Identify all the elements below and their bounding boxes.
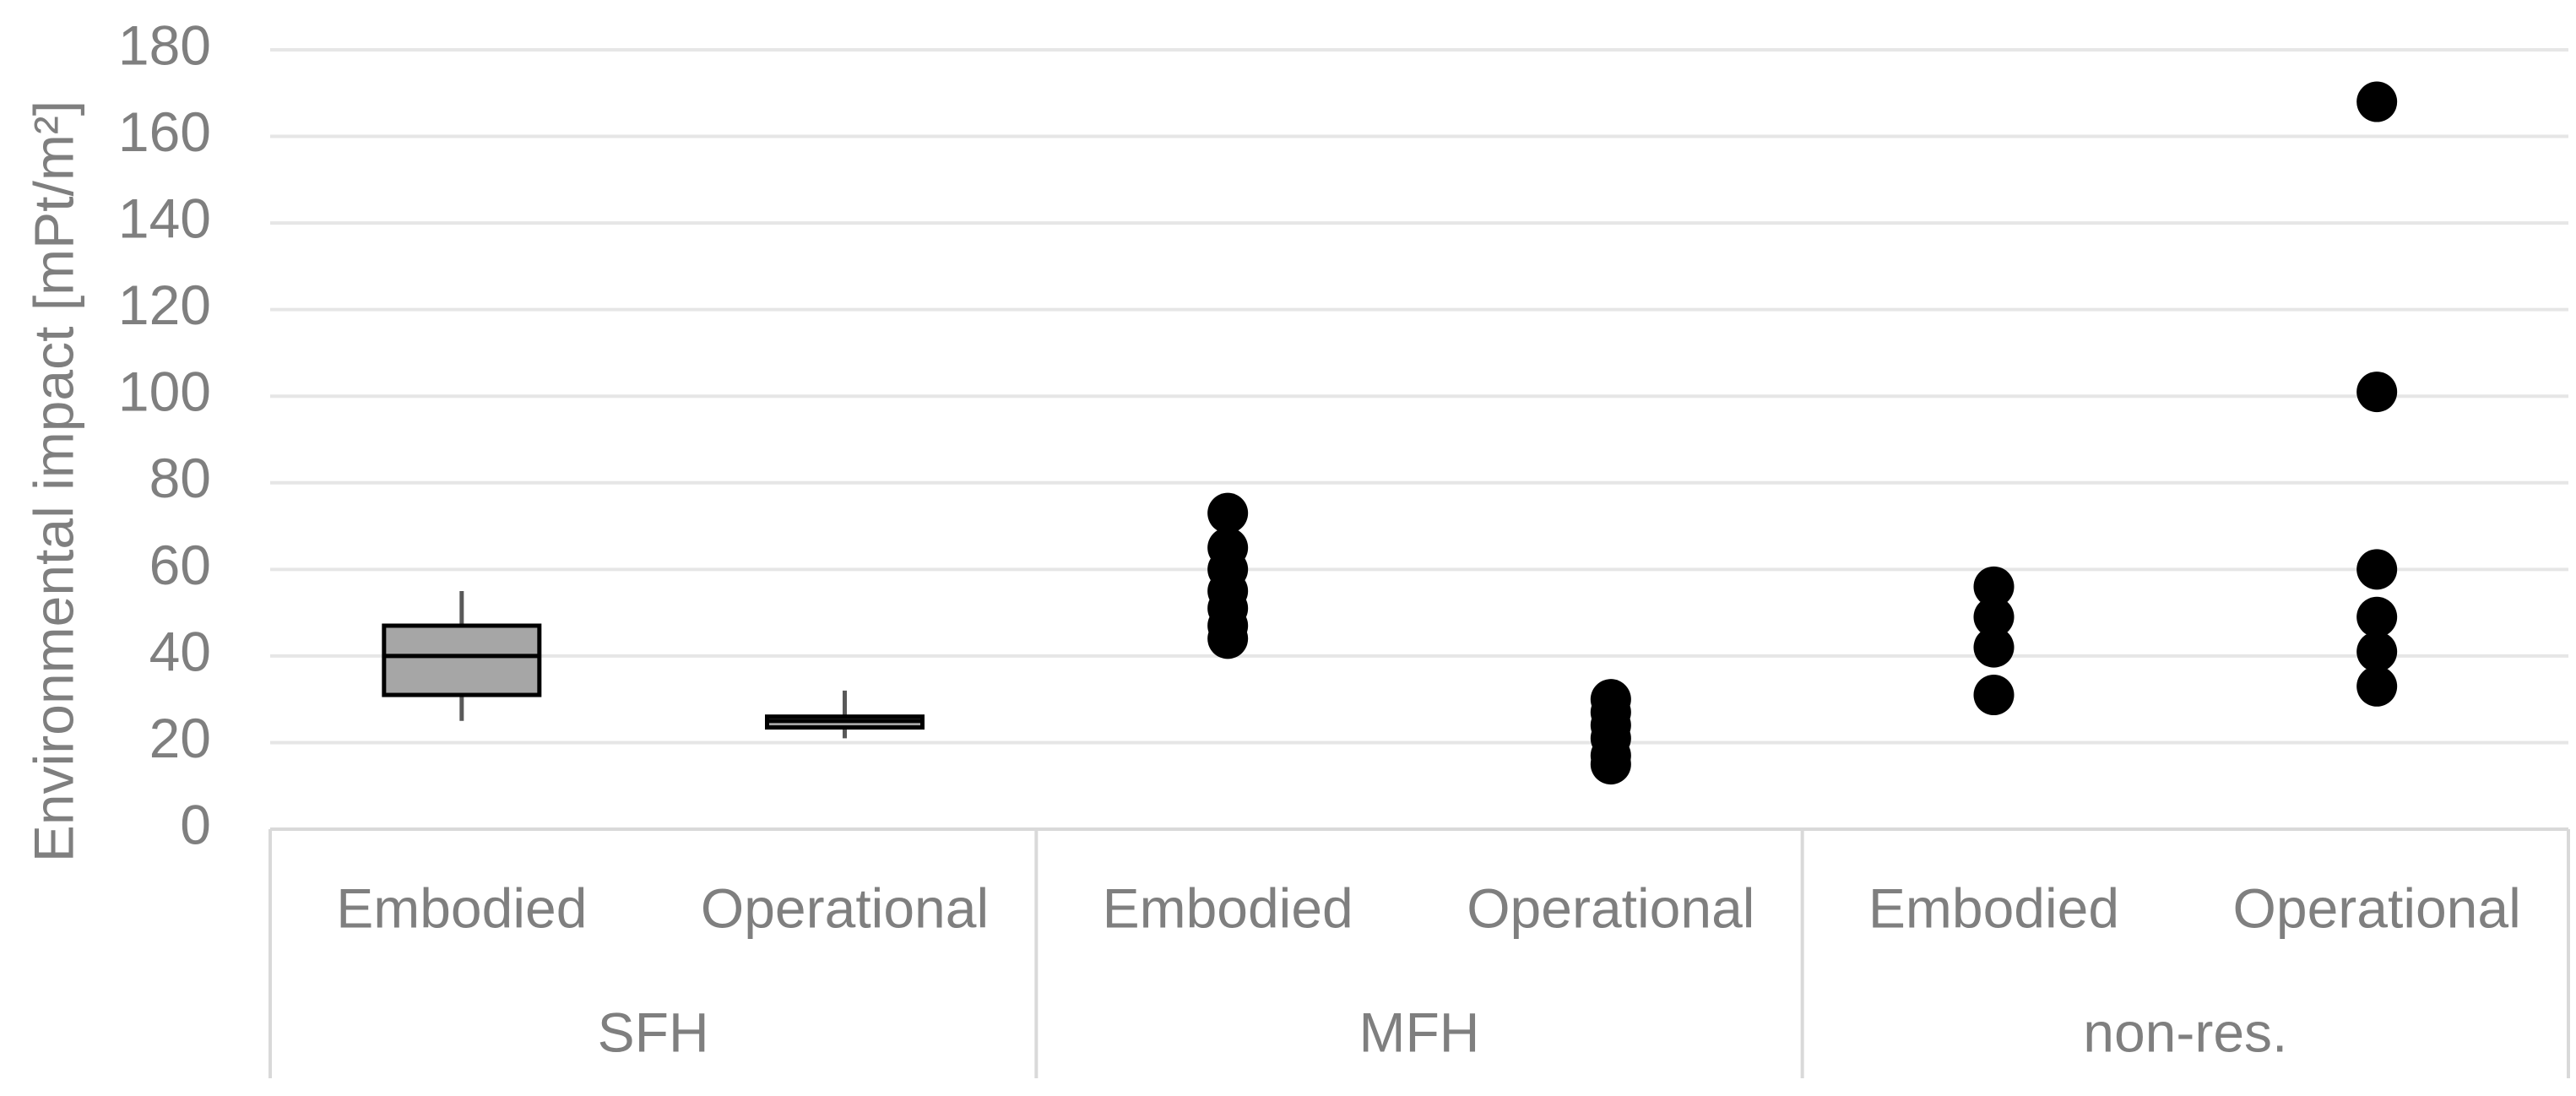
group-label: SFH <box>598 1001 709 1063</box>
point <box>2356 631 2398 672</box>
point <box>2356 596 2398 638</box>
y-tick-label: 60 <box>149 534 211 596</box>
y-tick-label: 0 <box>180 793 211 855</box>
y-tick-label: 20 <box>149 707 211 769</box>
x-tick-label: Embodied <box>1103 876 1353 939</box>
point <box>2356 549 2398 590</box>
point <box>1207 618 1249 659</box>
group-label: non-res. <box>2083 1001 2287 1063</box>
box <box>382 623 542 697</box>
y-tick-label: 160 <box>118 100 211 163</box>
x-tick-label: Operational <box>2233 876 2521 939</box>
y-tick-label: 40 <box>149 620 211 682</box>
point <box>1973 596 2015 638</box>
y-tick-label: 140 <box>118 187 211 250</box>
y-tick-label: 120 <box>118 274 211 336</box>
y-tick-label: 180 <box>118 14 211 76</box>
y-tick-label: 80 <box>149 447 211 509</box>
point <box>1207 492 1249 534</box>
point <box>1973 675 2015 716</box>
x-tick-label: Embodied <box>1868 876 2119 939</box>
point <box>2356 665 2398 707</box>
group-label: MFH <box>1359 1001 1480 1063</box>
point <box>2356 372 2398 413</box>
y-tick-label: 100 <box>118 361 211 423</box>
x-tick-label: Embodied <box>336 876 587 939</box>
point <box>1590 744 1631 785</box>
point <box>1973 566 2015 607</box>
point <box>1973 627 2015 668</box>
y-axis-label: Environmental impact [mPt/m²] <box>22 100 84 862</box>
x-tick-label: Operational <box>701 876 989 939</box>
point <box>2356 81 2398 122</box>
x-tick-label: Operational <box>1467 876 1754 939</box>
